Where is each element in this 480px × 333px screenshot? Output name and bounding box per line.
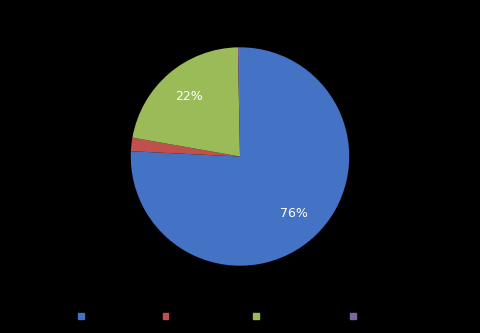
Wedge shape (131, 47, 349, 266)
Legend: Wages & Salaries, Employee Benefits, Operating Expenses, Safety Net: Wages & Salaries, Employee Benefits, Ope… (74, 309, 406, 324)
Wedge shape (132, 47, 240, 157)
Wedge shape (131, 138, 240, 157)
Text: 76%: 76% (280, 207, 308, 220)
Wedge shape (238, 47, 240, 157)
Text: 22%: 22% (175, 90, 203, 103)
